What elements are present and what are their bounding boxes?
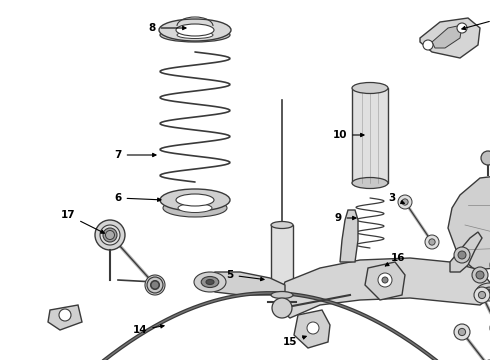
Ellipse shape: [160, 28, 230, 42]
Circle shape: [459, 328, 466, 336]
Circle shape: [307, 322, 319, 334]
Text: 1: 1: [0, 359, 1, 360]
Text: 15: 15: [283, 336, 306, 347]
Circle shape: [273, 299, 291, 317]
Circle shape: [402, 199, 408, 205]
Ellipse shape: [176, 24, 214, 36]
Ellipse shape: [201, 276, 219, 288]
Circle shape: [145, 275, 165, 295]
Circle shape: [476, 271, 484, 279]
Polygon shape: [340, 210, 358, 262]
Ellipse shape: [194, 272, 226, 292]
Text: 10: 10: [333, 130, 364, 140]
Text: 5: 5: [226, 270, 264, 281]
Polygon shape: [280, 258, 490, 318]
Circle shape: [272, 298, 292, 318]
Circle shape: [151, 281, 159, 289]
Text: 8: 8: [148, 23, 186, 33]
Text: 16: 16: [385, 253, 405, 266]
Circle shape: [458, 251, 466, 259]
Text: 17: 17: [61, 210, 104, 233]
Circle shape: [457, 23, 467, 33]
Circle shape: [425, 235, 439, 249]
Circle shape: [472, 267, 488, 283]
Circle shape: [100, 225, 120, 245]
Bar: [352, 88, 388, 183]
Circle shape: [95, 220, 125, 250]
Circle shape: [481, 151, 490, 165]
Ellipse shape: [160, 189, 230, 211]
Text: 11: 11: [462, 13, 490, 30]
Ellipse shape: [159, 19, 231, 41]
Ellipse shape: [352, 82, 388, 94]
Polygon shape: [210, 272, 285, 295]
Circle shape: [150, 280, 160, 289]
Bar: [271, 225, 293, 295]
Text: 7: 7: [114, 150, 156, 160]
Circle shape: [474, 287, 490, 303]
Polygon shape: [365, 262, 405, 300]
Ellipse shape: [163, 199, 227, 217]
Circle shape: [478, 291, 486, 298]
Ellipse shape: [178, 203, 212, 212]
Circle shape: [454, 324, 470, 340]
Ellipse shape: [271, 221, 293, 229]
Ellipse shape: [352, 177, 388, 189]
Circle shape: [378, 273, 392, 287]
Text: 13: 13: [0, 359, 1, 360]
Polygon shape: [448, 175, 490, 270]
Text: 6: 6: [114, 193, 161, 203]
Ellipse shape: [271, 292, 293, 298]
Ellipse shape: [206, 279, 214, 284]
Text: 12: 12: [0, 359, 1, 360]
Circle shape: [454, 247, 470, 263]
Polygon shape: [294, 310, 330, 348]
Polygon shape: [450, 232, 482, 272]
Circle shape: [103, 228, 117, 242]
Ellipse shape: [476, 283, 490, 301]
Text: 3: 3: [389, 193, 404, 203]
Circle shape: [382, 277, 388, 283]
Text: 14: 14: [133, 325, 164, 335]
Ellipse shape: [487, 290, 490, 294]
Circle shape: [105, 230, 115, 239]
Ellipse shape: [177, 31, 213, 39]
Polygon shape: [432, 25, 462, 48]
Text: 9: 9: [335, 213, 356, 223]
Polygon shape: [420, 18, 480, 58]
Circle shape: [59, 309, 71, 321]
Circle shape: [147, 277, 163, 293]
Ellipse shape: [482, 287, 490, 297]
Circle shape: [398, 195, 412, 209]
Ellipse shape: [176, 194, 214, 206]
Circle shape: [423, 40, 433, 50]
Circle shape: [429, 239, 435, 245]
Polygon shape: [48, 305, 82, 330]
